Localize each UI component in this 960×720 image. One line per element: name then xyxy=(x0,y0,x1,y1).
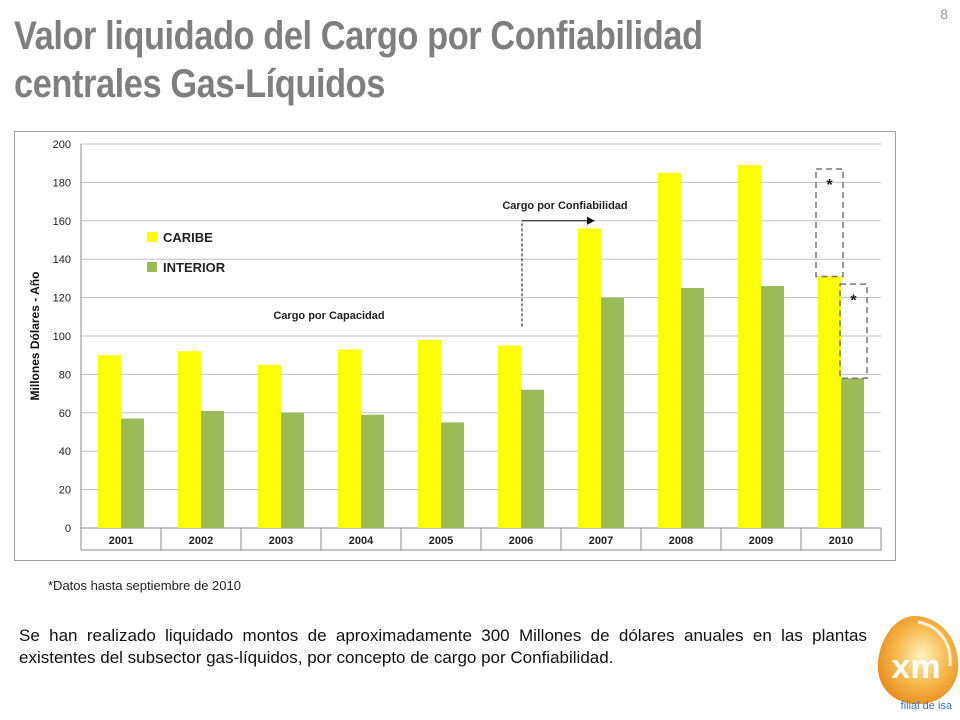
y-tick-label: 0 xyxy=(65,523,71,535)
legend-label: CARIBE xyxy=(163,230,213,245)
bar-caribe xyxy=(338,349,361,528)
y-tick-label: 140 xyxy=(53,254,71,266)
summary-paragraph: Se han realizado liquidado montos de apr… xyxy=(19,626,867,667)
asterisk-interior: * xyxy=(850,292,857,309)
y-axis-title: Millones Dólares - Año xyxy=(28,272,42,401)
y-tick-label: 120 xyxy=(53,293,71,305)
xm-logo: xm xyxy=(868,610,960,720)
bar-interior xyxy=(601,297,624,528)
annotation-capacity: Cargo por Capacidad xyxy=(273,310,384,322)
asterisk-caribe: * xyxy=(826,177,833,194)
y-tick-label: 80 xyxy=(59,369,71,381)
bar-chart: 0 20 40 60 80 100 120 140 160 180 200 2001 2002 2003 2… xyxy=(28,139,882,551)
y-tick-label: 200 xyxy=(53,139,71,151)
y-tick-label: 40 xyxy=(59,446,71,458)
x-tick-label: 2009 xyxy=(749,535,773,547)
bar-interior xyxy=(521,389,544,528)
bar-caribe xyxy=(418,339,441,528)
bar-interior xyxy=(201,410,224,528)
bar-interior xyxy=(841,378,864,528)
x-tick-label: 2008 xyxy=(669,535,693,547)
bar-caribe xyxy=(178,351,201,528)
x-tick-label: 2010 xyxy=(829,535,853,547)
logo-subtext: filial de isa xyxy=(900,700,952,712)
svg-text:xm: xm xyxy=(891,648,940,686)
bar-interior xyxy=(761,286,784,528)
y-tick-label: 100 xyxy=(53,331,71,343)
bar-interior xyxy=(121,418,144,528)
bar-caribe xyxy=(578,228,601,528)
x-tick-label: 2002 xyxy=(189,535,213,547)
legend-label: INTERIOR xyxy=(163,260,226,275)
y-tick-label: 20 xyxy=(59,485,71,497)
footnote: *Datos hasta septiembre de 2010 xyxy=(48,578,241,593)
dashed-box-interior-2010 xyxy=(839,283,868,379)
x-tick-label: 2006 xyxy=(509,535,533,547)
chart-frame: 0 20 40 60 80 100 120 140 160 180 200 2001 2002 2003 2… xyxy=(14,131,896,561)
y-tick-label: 160 xyxy=(53,216,71,228)
dashed-box-caribe-2010 xyxy=(815,168,844,278)
x-tick-label: 2003 xyxy=(269,535,293,547)
y-tick-label: 60 xyxy=(59,408,71,420)
bar-caribe xyxy=(818,276,841,528)
x-tick-label: 2005 xyxy=(429,535,453,547)
bar-caribe xyxy=(658,172,681,529)
x-tick-label: 2004 xyxy=(349,535,374,547)
slide-title: Valor liquidado del Cargo por Confiabili… xyxy=(14,14,703,106)
x-tick-label: 2007 xyxy=(589,535,613,547)
x-tick-label: 2001 xyxy=(109,535,133,547)
bar-caribe xyxy=(738,165,761,528)
legend-swatch xyxy=(147,262,157,272)
legend-swatch xyxy=(147,232,157,242)
bar-caribe xyxy=(498,345,521,528)
bar-interior xyxy=(281,412,304,528)
bar-interior xyxy=(361,414,384,528)
page-number: 8 xyxy=(940,6,948,22)
bar-interior xyxy=(441,422,464,528)
y-tick-label: 180 xyxy=(53,177,71,189)
bar-caribe xyxy=(258,364,281,528)
bar-interior xyxy=(681,288,704,528)
bar-caribe xyxy=(98,355,121,528)
annotation-arrowhead xyxy=(587,216,595,225)
annotation-reliability: Cargo por Confiabilidad xyxy=(502,200,627,212)
